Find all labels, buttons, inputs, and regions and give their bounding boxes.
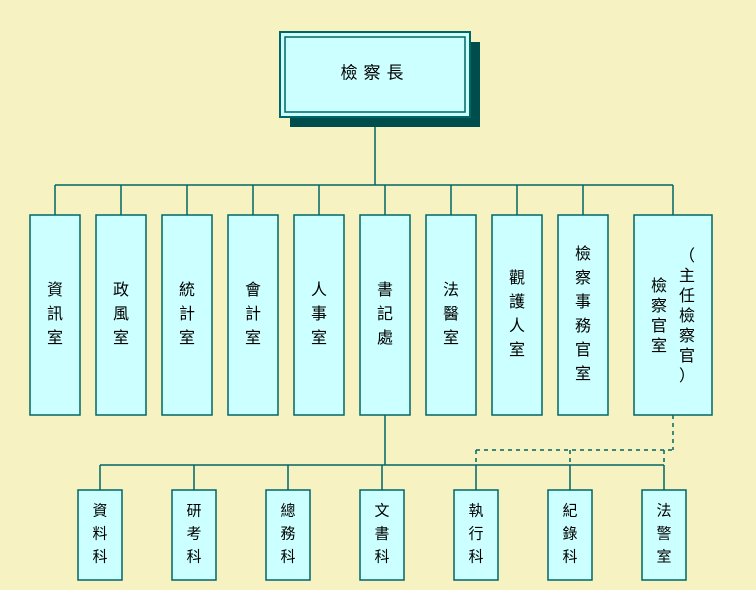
svg-text:務: 務 bbox=[575, 317, 591, 335]
svg-text:檢察長: 檢察長 bbox=[341, 63, 410, 82]
svg-text:紀: 紀 bbox=[562, 503, 577, 520]
svg-text:室: 室 bbox=[656, 549, 671, 566]
svg-text:文: 文 bbox=[374, 503, 389, 520]
svg-text:檢: 檢 bbox=[679, 307, 695, 325]
svg-text:總: 總 bbox=[280, 502, 295, 520]
svg-text:官: 官 bbox=[575, 341, 591, 359]
svg-text:室: 室 bbox=[179, 329, 195, 347]
svg-text:計: 計 bbox=[179, 305, 195, 323]
svg-text:察: 察 bbox=[679, 327, 695, 345]
svg-text:科: 科 bbox=[374, 549, 389, 566]
svg-text:風: 風 bbox=[113, 306, 129, 323]
svg-text:觀: 觀 bbox=[509, 269, 525, 287]
svg-text:室: 室 bbox=[575, 365, 591, 383]
svg-text:室: 室 bbox=[245, 329, 261, 347]
svg-text:記: 記 bbox=[377, 305, 393, 323]
svg-text:室: 室 bbox=[651, 337, 667, 355]
svg-text:科: 科 bbox=[280, 549, 295, 566]
svg-text:檢: 檢 bbox=[575, 245, 591, 263]
svg-text:事: 事 bbox=[311, 305, 327, 323]
svg-text:資: 資 bbox=[92, 503, 107, 520]
svg-text:行: 行 bbox=[468, 526, 483, 543]
svg-text:科: 科 bbox=[562, 549, 577, 566]
svg-text:考: 考 bbox=[186, 526, 201, 543]
svg-text:政: 政 bbox=[113, 281, 129, 299]
svg-text:警: 警 bbox=[656, 526, 671, 543]
svg-text:（: （ bbox=[679, 247, 695, 265]
svg-text:主: 主 bbox=[679, 267, 695, 285]
svg-text:書: 書 bbox=[377, 281, 393, 299]
svg-text:執: 執 bbox=[468, 503, 483, 520]
svg-text:書: 書 bbox=[374, 526, 389, 543]
svg-text:會: 會 bbox=[245, 281, 261, 299]
svg-text:察: 察 bbox=[575, 269, 591, 287]
svg-text:人: 人 bbox=[509, 317, 525, 335]
svg-text:資: 資 bbox=[47, 281, 63, 299]
svg-text:察: 察 bbox=[651, 297, 667, 315]
svg-text:計: 計 bbox=[245, 305, 261, 323]
svg-text:醫: 醫 bbox=[443, 306, 459, 323]
svg-text:）: ） bbox=[679, 367, 695, 385]
svg-text:研: 研 bbox=[186, 504, 201, 520]
svg-text:科: 科 bbox=[186, 549, 201, 566]
svg-text:室: 室 bbox=[509, 341, 525, 359]
svg-text:法: 法 bbox=[656, 503, 671, 520]
svg-text:任: 任 bbox=[679, 287, 695, 305]
svg-text:訊: 訊 bbox=[47, 305, 63, 323]
svg-text:檢: 檢 bbox=[651, 277, 667, 295]
svg-text:官: 官 bbox=[651, 317, 667, 335]
svg-text:人: 人 bbox=[311, 281, 327, 299]
svg-text:統: 統 bbox=[179, 281, 195, 299]
svg-text:科: 科 bbox=[92, 549, 107, 566]
svg-text:室: 室 bbox=[443, 329, 459, 347]
svg-text:室: 室 bbox=[311, 329, 327, 347]
svg-text:事: 事 bbox=[575, 293, 591, 311]
svg-text:科: 科 bbox=[468, 549, 483, 566]
svg-text:法: 法 bbox=[443, 281, 459, 299]
svg-text:室: 室 bbox=[47, 329, 63, 347]
svg-text:務: 務 bbox=[280, 526, 295, 543]
svg-text:官: 官 bbox=[679, 347, 695, 365]
svg-text:處: 處 bbox=[377, 329, 393, 347]
svg-text:室: 室 bbox=[113, 329, 129, 347]
svg-text:錄: 錄 bbox=[562, 525, 577, 543]
svg-text:料: 料 bbox=[92, 526, 107, 543]
svg-text:護: 護 bbox=[509, 293, 525, 311]
